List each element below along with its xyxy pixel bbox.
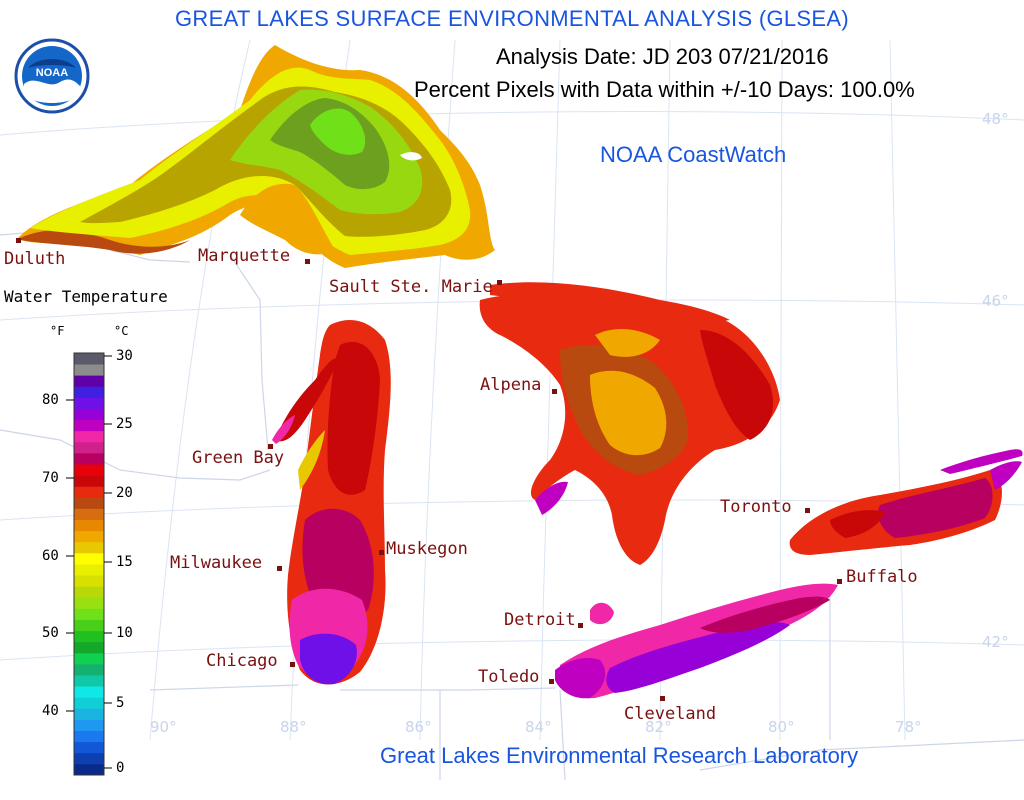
c-tick-0: 0	[116, 760, 125, 776]
legend-swatch	[74, 475, 104, 487]
legend-swatch	[74, 708, 104, 720]
c-tick-10: 10	[116, 625, 133, 641]
f-tick-60: 60	[42, 548, 59, 564]
legend-swatch	[74, 686, 104, 698]
c-tick-30: 30	[116, 348, 133, 364]
legend-swatch	[74, 464, 104, 476]
legend-swatch	[74, 541, 104, 554]
legend-swatch	[74, 763, 104, 776]
c-tick-15: 15	[116, 554, 133, 570]
keweenaw-shore	[240, 183, 335, 255]
city-label-chicago: Chicago	[206, 651, 278, 671]
c-tick-25: 25	[116, 416, 133, 432]
c-tick-20: 20	[116, 485, 133, 501]
legend-swatch	[74, 486, 104, 498]
legend-swatch	[74, 564, 104, 576]
legend-swatch	[74, 619, 104, 632]
city-label-alpena: Alpena	[480, 375, 542, 395]
legend-swatch	[74, 530, 104, 543]
legend-swatch	[74, 452, 104, 465]
legend-swatch	[74, 663, 104, 676]
legend-swatch	[74, 497, 104, 509]
legend-swatch	[74, 508, 104, 520]
lon-label-86: 86°	[405, 718, 432, 736]
city-label-milwaukee: Milwaukee	[170, 553, 263, 573]
legend-swatch	[74, 364, 104, 376]
city-label-buffalo: Buffalo	[846, 567, 918, 587]
legend-swatch	[74, 608, 104, 620]
legend-swatch	[74, 675, 104, 687]
lat-label-48: 48°	[982, 110, 1009, 128]
city-label-sault-ste-marie: Sault Ste. Marie	[329, 277, 493, 297]
legend-swatch	[74, 597, 104, 609]
city-label-toronto: Toronto	[720, 497, 792, 517]
legend-swatch	[74, 697, 104, 709]
city-label-toledo: Toledo	[478, 667, 540, 687]
lake-huron	[479, 293, 780, 565]
lon-label-88: 88°	[280, 718, 307, 736]
legend-swatch	[74, 430, 104, 443]
city-label-cleveland: Cleveland	[624, 704, 717, 724]
legend-swatch	[74, 730, 104, 743]
lon-label-90: 90°	[150, 718, 177, 736]
footer-lab-label: Great Lakes Environmental Research Labor…	[380, 743, 859, 768]
analysis-date: Analysis Date: JD 203 07/21/2016	[496, 44, 829, 69]
page-title: GREAT LAKES SURFACE ENVIRONMENTAL ANALYS…	[175, 6, 849, 31]
legend-swatch	[74, 719, 104, 731]
legend-swatch	[74, 630, 104, 643]
f-tick-80: 80	[42, 392, 59, 408]
legend-swatch	[74, 552, 104, 565]
lat-label-42: 42°	[982, 633, 1009, 651]
legend-swatch	[74, 586, 104, 598]
lon-label-82: 82°	[645, 718, 672, 736]
city-label-duluth: Duluth	[4, 249, 66, 269]
c-tick-5: 5	[116, 695, 125, 711]
legend-color-bar	[73, 352, 105, 776]
legend-swatch	[74, 575, 104, 587]
lon-label-84: 84°	[525, 718, 552, 736]
legend-swatch	[74, 353, 104, 365]
legend-swatch	[74, 386, 104, 398]
st-lawrence	[940, 449, 1023, 474]
f-tick-40: 40	[42, 703, 59, 719]
legend-swatch	[74, 408, 104, 421]
city-label-green-bay: Green Bay	[192, 448, 285, 468]
coastwatch-label: NOAA CoastWatch	[600, 142, 787, 167]
legend-swatch	[74, 397, 104, 409]
legend-title: Water Temperature	[4, 287, 168, 306]
lon-label-78: 78°	[895, 718, 922, 736]
legend-swatch	[74, 441, 104, 454]
lat-label-46: 46°	[982, 292, 1009, 310]
f-tick-50: 50	[42, 625, 59, 641]
city-label-marquette: Marquette	[198, 246, 291, 266]
legend-ticks	[66, 355, 112, 769]
lake-ontario	[789, 461, 1022, 555]
north-channel	[490, 282, 730, 322]
legend-unit-c: °C	[114, 324, 129, 338]
legend-border	[73, 352, 105, 776]
city-markers	[16, 238, 842, 701]
lon-label-80: 80°	[768, 718, 795, 736]
lake-st-clair	[590, 602, 614, 625]
legend-swatch	[74, 652, 104, 665]
city-label-muskegon: Muskegon	[386, 539, 468, 559]
lake-erie	[555, 583, 838, 699]
legend-swatch	[74, 519, 104, 532]
noaa-logo-text: NOAA	[36, 67, 68, 79]
legend-swatch	[74, 419, 104, 432]
lake-superior	[18, 45, 495, 268]
city-label-detroit: Detroit	[504, 610, 576, 630]
noaa-logo: NOAA	[14, 38, 90, 114]
legend-swatch	[74, 641, 104, 654]
legend-swatch	[74, 375, 104, 387]
lake-michigan	[272, 320, 391, 685]
legend-swatch	[74, 741, 104, 754]
legend-swatch	[74, 752, 104, 765]
percent-pixels: Percent Pixels with Data within +/-10 Da…	[414, 77, 915, 102]
legend-unit-f: °F	[50, 324, 65, 338]
f-tick-70: 70	[42, 470, 59, 486]
